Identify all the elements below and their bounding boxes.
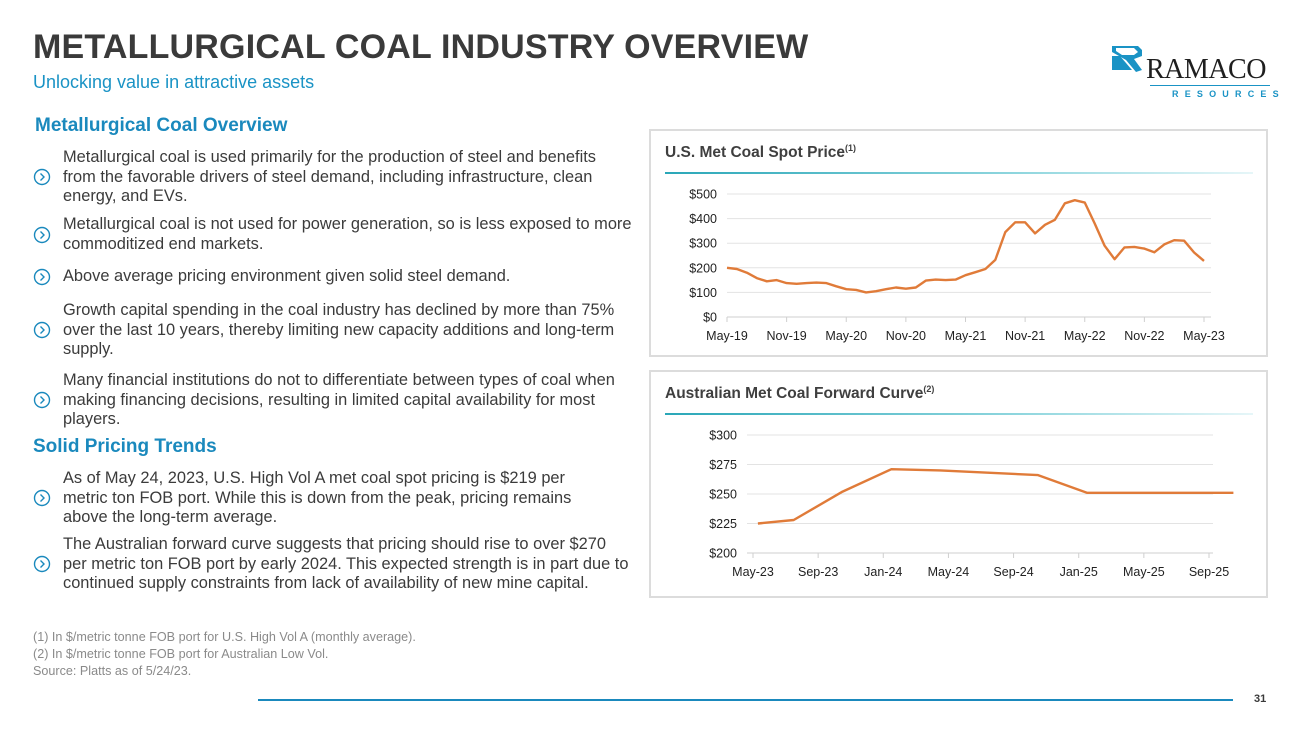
logo-subtitle: RESOURCES — [1172, 89, 1285, 99]
series-line — [726, 199, 1205, 294]
chart-title: Australian Met Coal Forward Curve(2) — [665, 384, 934, 403]
x-tick-label: May-25 — [1123, 565, 1165, 579]
bullet-text: Growth capital spending in the coal indu… — [63, 301, 615, 359]
x-tick-label: Jan-24 — [864, 565, 902, 579]
x-tick-label: Nov-22 — [1124, 329, 1164, 343]
overview-bullet: Many financial institutions do not to di… — [33, 371, 633, 430]
x-tick-label: May-24 — [928, 565, 970, 579]
y-tick-label: $500 — [689, 188, 717, 202]
footnote-source: Source: Platts as of 5/24/23. — [33, 664, 192, 678]
chart-title-footnote-ref: (2) — [923, 384, 935, 394]
y-tick-label: $300 — [709, 429, 737, 443]
us-spot-price-panel: U.S. Met Coal Spot Price(1) $0 $100 $200 $3… — [649, 129, 1268, 357]
footer-divider — [258, 699, 1233, 701]
overview-bullet: Metallurgical coal is used primarily for… — [33, 148, 633, 207]
x-tick-label: Sep-23 — [798, 565, 838, 579]
chevron-circle-right-icon — [33, 226, 51, 243]
y-tick-label: $400 — [689, 212, 717, 226]
overview-bullet: Metallurgical coal is not used for power… — [33, 215, 633, 254]
x-tick-label: Jan-25 — [1060, 565, 1098, 579]
x-tick-label: Sep-25 — [1189, 565, 1229, 579]
x-tick-label: Nov-19 — [766, 329, 806, 343]
page-subtitle: Unlocking value in attractive assets — [33, 72, 315, 92]
y-tick-label: $100 — [689, 286, 717, 300]
footnotes: (1) In $/metric tonne FOB port for U.S. … — [33, 629, 416, 680]
page-number: 31 — [1254, 693, 1267, 705]
chevron-circle-right-icon — [33, 490, 51, 507]
y-tick-label: $300 — [689, 237, 717, 251]
overview-bullet: Growth capital spending in the coal indu… — [33, 301, 633, 360]
chevron-circle-right-icon — [33, 556, 51, 573]
x-tick-label: May-21 — [945, 329, 987, 343]
y-tick-label: $250 — [709, 488, 737, 502]
x-tick-label: Nov-21 — [1005, 329, 1045, 343]
aus-forward-curve-panel: Australian Met Coal Forward Curve(2) $20… — [649, 370, 1268, 598]
chart-title-footnote-ref: (1) — [845, 143, 857, 153]
y-tick-label: $225 — [709, 517, 737, 531]
bullet-text: Metallurgical coal is not used for power… — [63, 215, 632, 253]
bullet-text: Above average pricing environment given … — [63, 267, 511, 285]
y-tick-label: $200 — [689, 261, 717, 275]
chevron-circle-right-icon — [33, 268, 51, 285]
x-tick-label: May-23 — [732, 565, 774, 579]
x-tick-label: Nov-20 — [886, 329, 926, 343]
overview-heading: Metallurgical Coal Overview — [35, 115, 288, 136]
y-tick-label: $200 — [709, 547, 737, 561]
logo-wordmark: RAMACO — [1146, 54, 1266, 85]
y-tick-label: $275 — [709, 458, 737, 472]
company-logo: RAMACO RESOURCES — [1110, 42, 1279, 102]
chevron-circle-right-icon — [33, 322, 51, 339]
chart-title-text: U.S. Met Coal Spot Price — [665, 144, 846, 162]
ramaco-r-logo-icon — [1112, 46, 1142, 72]
chart-title-rule — [665, 172, 1253, 174]
bullet-text: The Australian forward curve suggests th… — [63, 535, 629, 593]
overview-bullet: Above average pricing environment given … — [33, 267, 633, 287]
bullet-text: Metallurgical coal is used primarily for… — [63, 148, 596, 206]
x-tick-label: May-23 — [1183, 329, 1225, 343]
chart-title: U.S. Met Coal Spot Price(1) — [665, 143, 856, 162]
x-tick-label: May-19 — [706, 329, 748, 343]
pricing-bullet: As of May 24, 2023, U.S. High Vol A met … — [33, 469, 633, 528]
logo-divider — [1150, 85, 1270, 86]
page-title: METALLURGICAL COAL INDUSTRY OVERVIEW — [33, 28, 809, 66]
footnote-2: (2) In $/metric tonne FOB port for Austr… — [33, 647, 329, 661]
y-tick-label: $0 — [703, 311, 717, 325]
bullet-text: Many financial institutions do not to di… — [63, 371, 615, 429]
x-tick-label: May-22 — [1064, 329, 1106, 343]
chevron-circle-right-icon — [33, 169, 51, 186]
x-tick-label: May-20 — [825, 329, 867, 343]
series-line — [757, 468, 1234, 525]
pricing-heading: Solid Pricing Trends — [33, 436, 217, 457]
x-tick-label: Sep-24 — [993, 565, 1033, 579]
chart-title-rule — [665, 413, 1253, 415]
chevron-circle-right-icon — [33, 392, 51, 409]
pricing-bullet: The Australian forward curve suggests th… — [33, 535, 633, 594]
aus-forward-curve-chart: $200 $225 $250 $275 $300 May-23 Sep-23 Jan-24 Ma… — [709, 429, 1234, 579]
us-spot-price-chart: $0 $100 $200 $300 $400 $500 May-19 Nov-19 May-20… — [689, 188, 1225, 344]
footnote-1: (1) In $/metric tonne FOB port for U.S. … — [33, 630, 416, 644]
chart-title-text: Australian Met Coal Forward Curve — [665, 385, 924, 403]
bullet-text: As of May 24, 2023, U.S. High Vol A met … — [63, 469, 572, 527]
